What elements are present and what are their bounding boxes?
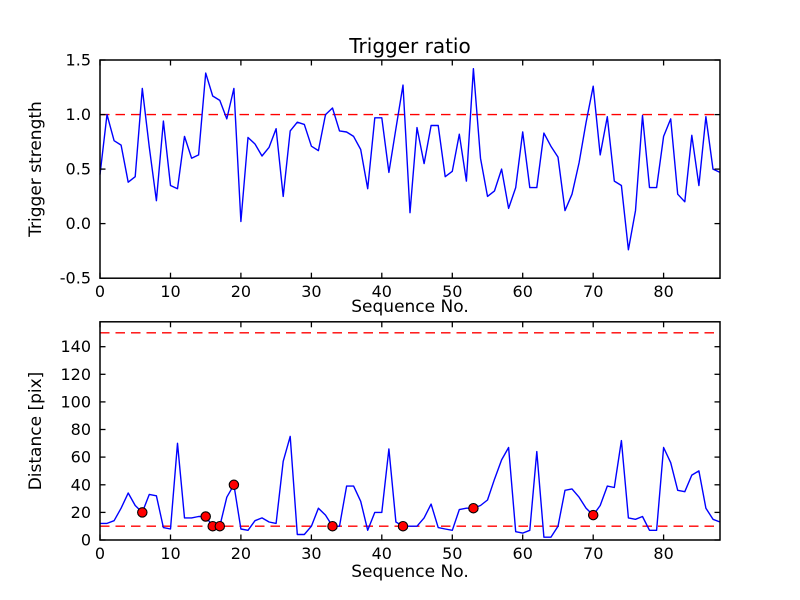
- y-tick-label: 100: [60, 392, 91, 411]
- x-tick-label: 20: [231, 282, 251, 301]
- x-tick-label: 30: [301, 282, 321, 301]
- x-tick-label: 80: [653, 544, 673, 563]
- x-tick-label: 10: [160, 544, 180, 563]
- x-tick-label: 70: [583, 282, 603, 301]
- data-line: [100, 435, 721, 538]
- event-marker: [327, 520, 338, 532]
- x-tick-label: 20: [231, 544, 251, 563]
- x-axis-label-bottom: Sequence No.: [351, 562, 469, 582]
- axes-frame: [99, 59, 721, 279]
- y-tick-label: 40: [71, 475, 91, 494]
- x-tick-label: 50: [442, 282, 462, 301]
- y-axis-label-distance: Distance [pix]: [26, 371, 46, 491]
- data-line: [99, 67, 721, 251]
- event-marker: [587, 509, 599, 521]
- event-marker: [200, 511, 211, 522]
- y-tick-label: 20: [71, 503, 91, 522]
- y-tick-label: -0.5: [60, 269, 91, 288]
- y-tick-label: 0: [81, 531, 91, 550]
- x-tick-label: 80: [653, 282, 673, 301]
- y-tick-label: 1.0: [66, 105, 91, 124]
- y-tick-label: 140: [60, 337, 91, 356]
- y-tick-label: 0.5: [66, 160, 91, 179]
- x-tick-label: 60: [513, 282, 533, 301]
- x-tick-label: 50: [442, 544, 462, 563]
- x-axis-label-top: Sequence No.: [351, 297, 469, 317]
- x-tick-label: 40: [372, 544, 392, 563]
- event-marker: [137, 507, 148, 518]
- axes-frame: [99, 321, 721, 541]
- event-marker: [214, 520, 226, 532]
- y-tick-label: 1.5: [66, 51, 91, 70]
- y-axis-label-trigger-strength: Trigger strength: [26, 101, 46, 237]
- y-tick-label: 60: [71, 448, 91, 467]
- x-tick-label: 60: [513, 544, 533, 563]
- x-tick-label: 70: [583, 544, 603, 563]
- event-marker: [397, 520, 409, 532]
- y-tick-label: 0.0: [66, 214, 91, 233]
- chart-title: Trigger ratio: [349, 34, 471, 58]
- x-tick-label: 40: [372, 282, 392, 301]
- y-tick-label: 120: [60, 365, 91, 384]
- event-marker: [468, 502, 479, 514]
- x-tick-label: 0: [95, 282, 105, 301]
- x-tick-label: 0: [95, 544, 105, 563]
- x-tick-label: 10: [160, 282, 180, 301]
- y-tick-label: 80: [71, 420, 91, 439]
- x-tick-label: 30: [301, 544, 321, 563]
- event-marker: [228, 479, 240, 491]
